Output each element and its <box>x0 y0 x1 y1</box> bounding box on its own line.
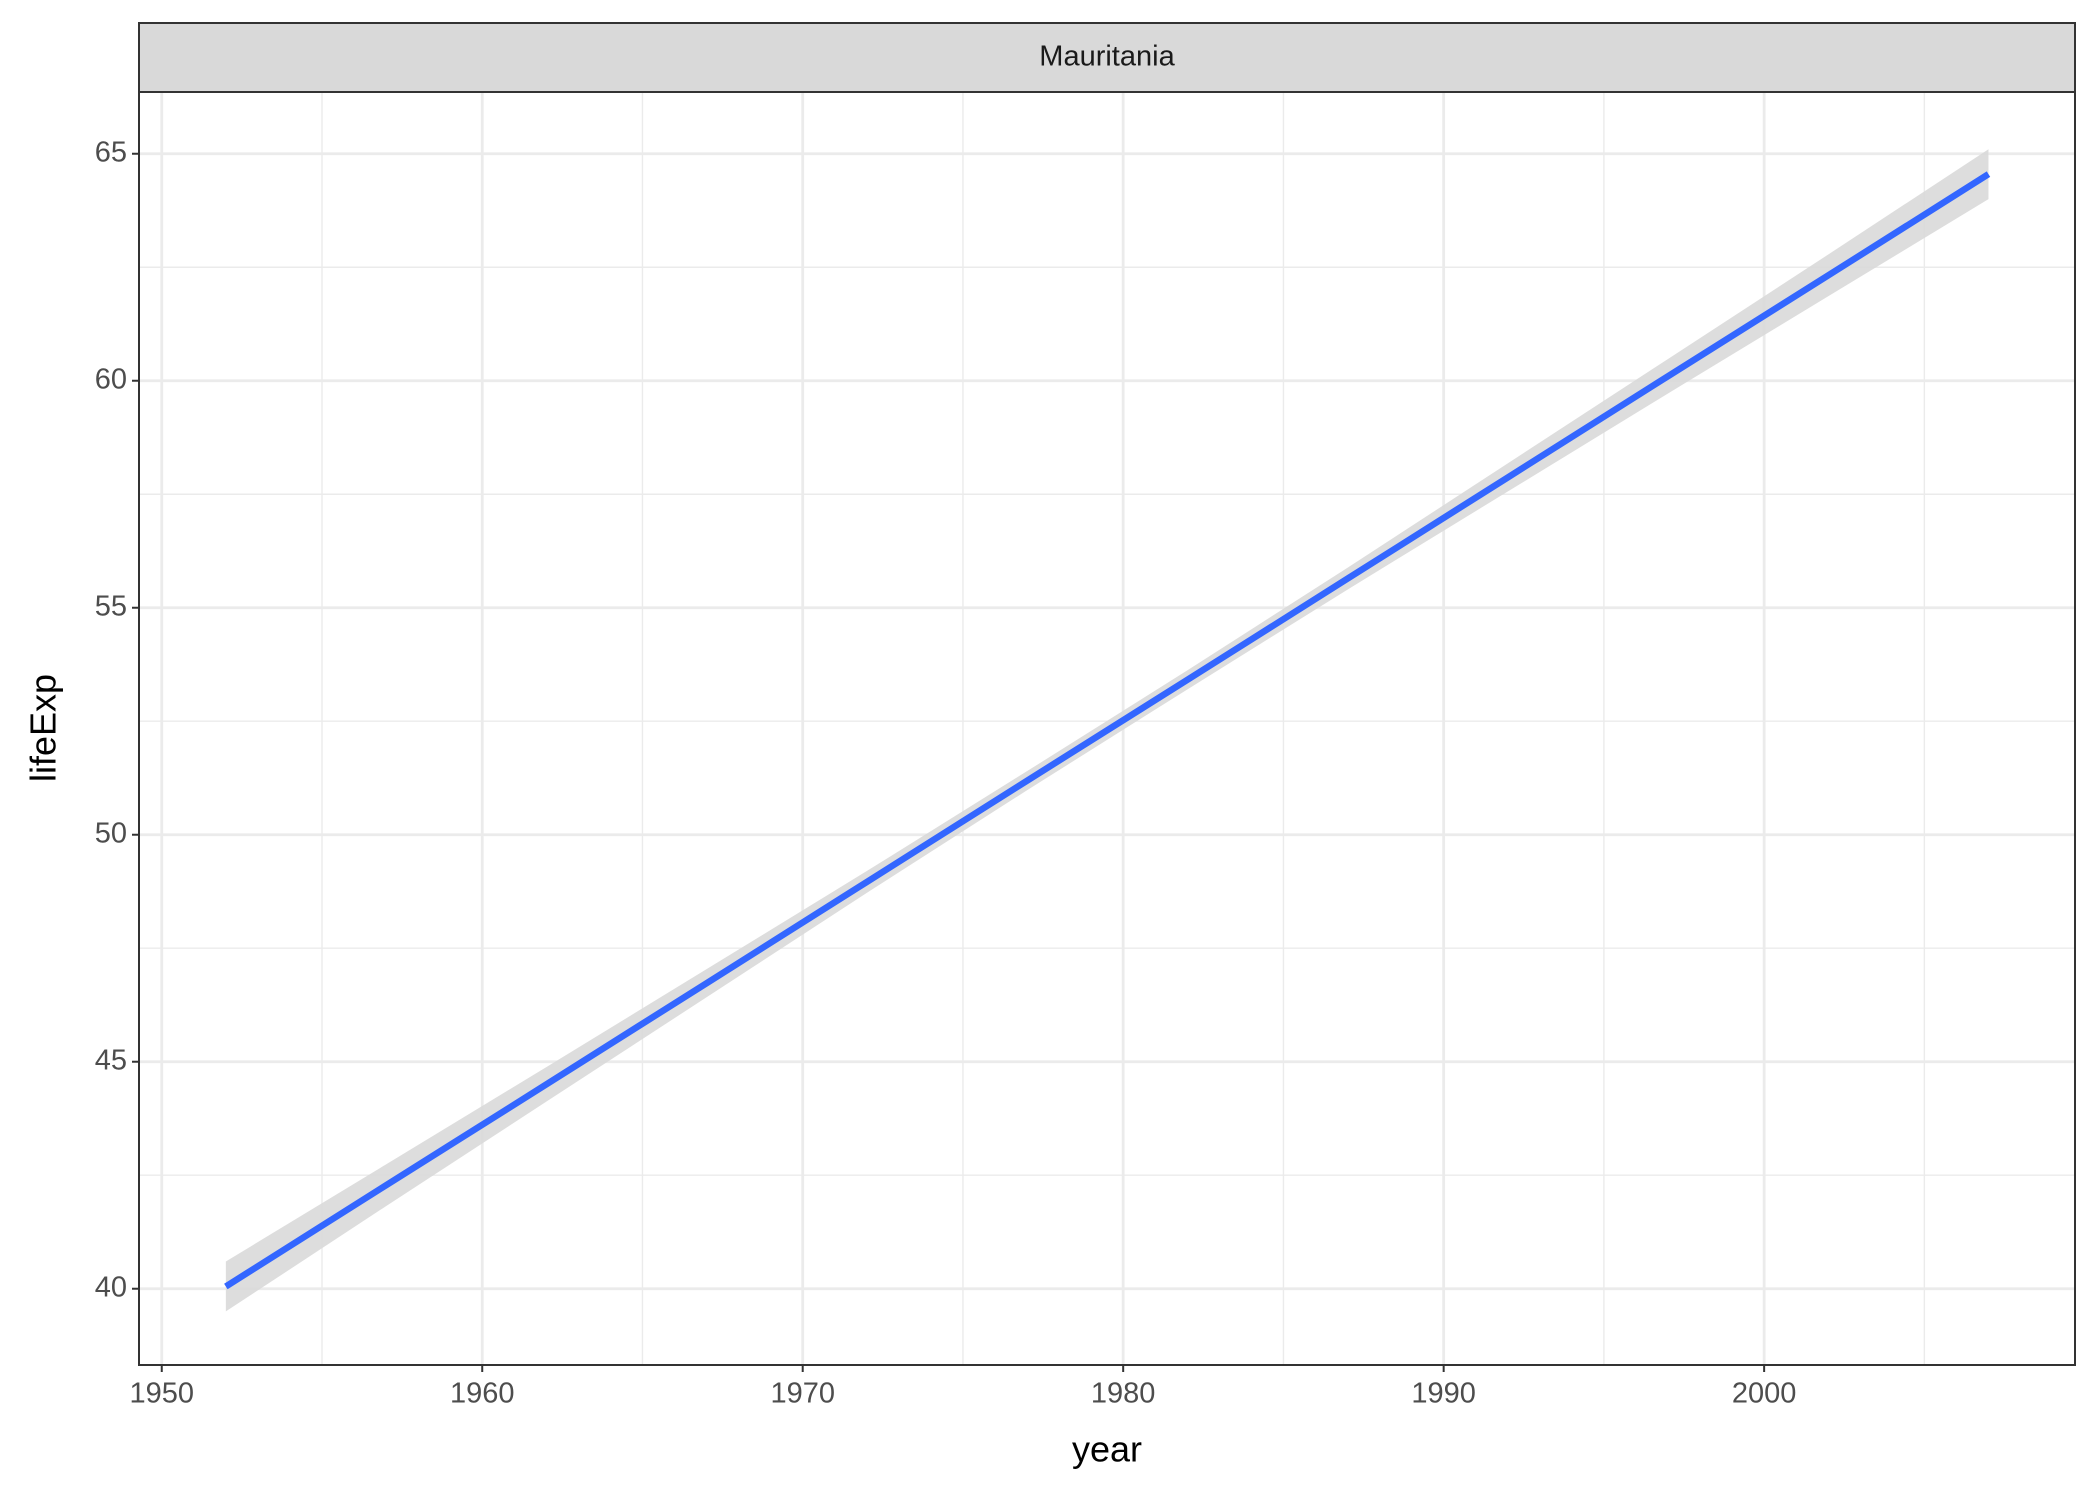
x-tick-label: 1950 <box>129 1378 194 1410</box>
x-tick-label: 1990 <box>1411 1378 1476 1410</box>
y-tick-label: 55 <box>95 590 127 622</box>
x-axis-title: year <box>1072 1429 1142 1470</box>
trend-line <box>224 171 1991 1290</box>
x-tick-label: 1960 <box>450 1378 515 1410</box>
x-tick-label: 1980 <box>1091 1378 1156 1410</box>
facet-strip <box>138 22 2076 93</box>
panel-border <box>138 91 2076 1366</box>
y-tick-label: 60 <box>95 363 127 395</box>
y-tick-label: 40 <box>95 1271 127 1303</box>
x-tick-label: 2000 <box>1732 1378 1797 1410</box>
plot-area <box>139 92 2075 1365</box>
facet-label: Mauritania <box>1039 41 1175 73</box>
y-tick-label: 50 <box>95 817 127 849</box>
x-tick-label: 1970 <box>770 1378 835 1410</box>
y-tick-label: 65 <box>95 136 127 168</box>
y-axis-title: lifeExp <box>23 674 64 782</box>
y-tick-label: 45 <box>95 1044 127 1076</box>
